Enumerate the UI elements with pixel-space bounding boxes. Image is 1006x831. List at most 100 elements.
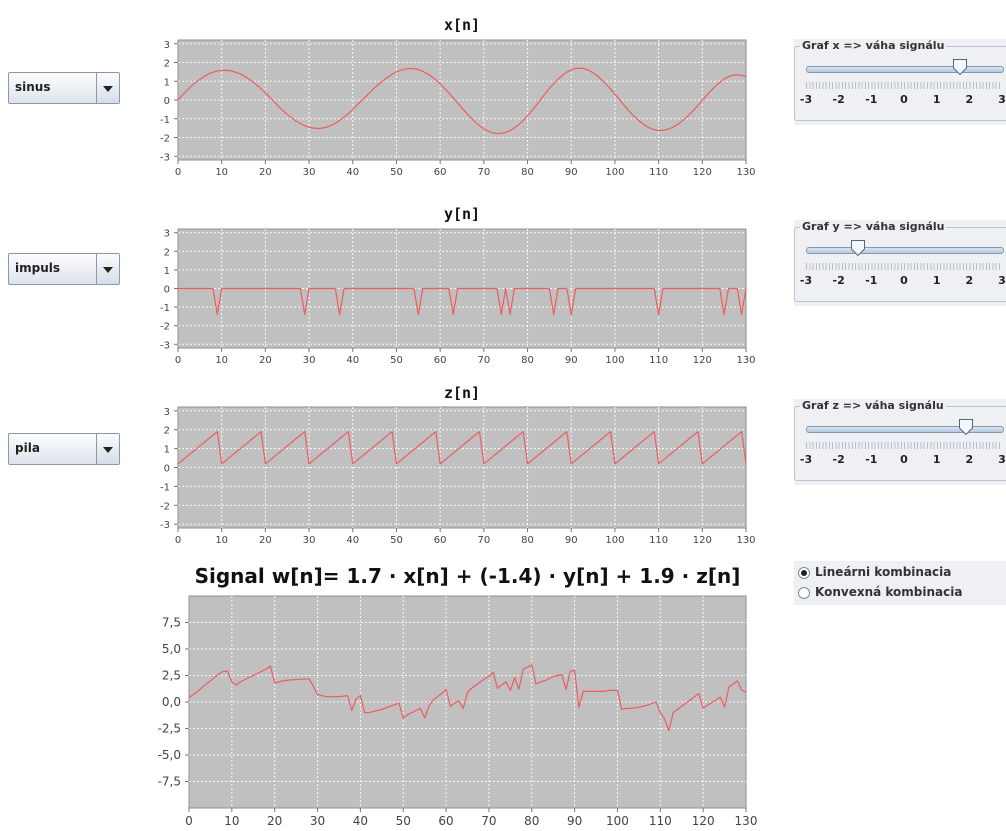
x-tick-label: 130 [735,814,758,828]
weight-panel-z: Graf z => váha signálu -3 -2 -1 0 1 2 3 [794,399,1006,485]
slider-label: 0 [900,453,908,466]
signal-select-z-value: pila [15,441,40,455]
chart-title: x[n] [444,16,480,34]
x-tick-label: 80 [521,355,534,366]
slider-label: 3 [998,93,1006,106]
chart-3: z[n]0 10 20 30 40 50 60 70 80 90 100 110 120 130-3-2-… [160,384,756,546]
y-tick-label: 5,0 [162,642,181,656]
x-tick-label: 50 [390,355,403,366]
dropdown-button-z[interactable] [96,434,119,464]
series-line [177,67,747,135]
slider-ticks [806,263,1002,270]
weight-slider-z-thumb[interactable] [959,419,974,436]
slider-label: 2 [965,93,974,106]
x-tick-label: 70 [481,814,496,828]
y-tick-label: 7,5 [162,616,181,630]
x-tick-label: 0 [175,167,181,178]
x-tick-label: 0 [175,535,181,546]
chart-4: Signal w[n]= 1.7 · x[n] + (-1.4) · y[n] … [158,564,758,828]
slider-label: -2 [832,274,845,287]
weight-slider-y-thumb[interactable] [851,240,866,257]
y-tick-label: -1 [160,303,170,314]
y-tick-label: -2 [160,501,170,512]
y-tick-label: 1 [164,266,170,277]
slider-label: -1 [865,274,878,287]
y-tick-label: -3 [160,520,170,531]
y-tick-label: 2 [164,247,170,258]
chart-1: x[n]0 10 20 30 40 50 60 70 80 90 100 110 120 130-3-2-… [160,16,756,178]
y-tick-label: 1 [164,445,170,456]
x-tick-label: 90 [565,167,578,178]
y-tick-label: 1 [164,77,170,88]
chart-title: y[n] [444,205,480,223]
weight-panel-x-title: Graf x => váha signálu [800,39,947,52]
x-tick-label: 70 [477,535,490,546]
series-line [177,430,747,465]
y-tick-label: 0,0 [162,695,181,709]
x-tick-label: 70 [477,167,490,178]
x-tick-label: 110 [649,355,668,366]
y-tick-label: -7,5 [158,775,181,789]
slider-label: 0 [900,93,908,106]
radio-convex-label: Konvexná kombinacia [815,585,963,599]
slider-label: 2 [965,453,974,466]
y-tick-label: -5,0 [158,748,181,762]
x-tick-label: 20 [259,167,272,178]
y-tick-label: 3 [164,407,170,418]
x-tick-label: 20 [259,535,272,546]
series-line [178,287,747,316]
signal-select-x[interactable]: sinus [8,72,120,104]
slider-label: 2 [965,274,974,287]
x-tick-label: 30 [310,814,325,828]
y-tick-label: -1 [160,115,170,126]
x-tick-label: 30 [303,355,316,366]
signal-select-z[interactable]: pila [8,433,120,465]
y-tick-label: 2 [164,59,170,70]
slider-label: 1 [932,93,941,106]
slider-label: 1 [932,274,941,287]
y-tick-label: -2,5 [158,722,181,736]
weight-panel-z-title: Graf z => váha signálu [800,399,946,412]
weight-slider-z-track[interactable] [806,426,1004,433]
slider-label: -2 [832,453,845,466]
y-tick-label: 0 [164,285,170,296]
y-tick-label: -1 [160,482,170,493]
x-tick-label: 80 [524,814,539,828]
dropdown-button-y[interactable] [96,254,119,284]
x-tick-label: 0 [175,355,181,366]
weight-slider-y-track[interactable] [806,247,1004,254]
chart-2: y[n]0 10 20 30 40 50 60 70 80 90 100 110 120 130-3-2-… [160,205,756,366]
weight-slider-x-thumb[interactable] [952,59,967,76]
signal-select-y[interactable]: impuls [8,253,120,285]
weight-slider-x-track[interactable] [806,66,1004,73]
slider-label: 3 [998,453,1006,466]
series-line [188,664,747,732]
x-tick-label: 10 [215,355,228,366]
x-tick-label: 10 [215,535,228,546]
radio-empty-icon [798,587,810,599]
slider-label: -3 [799,453,813,466]
slider-label: 1 [932,453,941,466]
x-tick-label: 40 [346,167,359,178]
x-tick-label: 80 [521,167,534,178]
weight-panel-x: Graf x => váha signálu -3 -2 -1 0 1 2 3 [794,39,1006,125]
radio-linear-label: Lineárni kombinacia [815,565,952,579]
slider-label: -2 [832,93,845,106]
x-tick-label: 120 [692,814,715,828]
signal-select-y-value: impuls [15,261,61,275]
x-tick-label: 130 [736,535,755,546]
y-tick-label: 3 [164,229,170,240]
slider-label: -1 [865,93,878,106]
y-tick-label: -2 [160,134,170,145]
x-tick-label: 30 [303,167,316,178]
x-tick-label: 130 [736,355,755,366]
x-tick-label: 60 [434,167,447,178]
dropdown-button-x[interactable] [96,73,119,103]
x-tick-label: 60 [434,355,447,366]
slider-label: -3 [799,274,813,287]
y-tick-label: 3 [164,40,170,51]
slider-label: 3 [998,274,1006,287]
x-tick-label: 80 [521,535,534,546]
radio-selected-icon [798,567,810,579]
y-tick-label: -2 [160,322,170,333]
